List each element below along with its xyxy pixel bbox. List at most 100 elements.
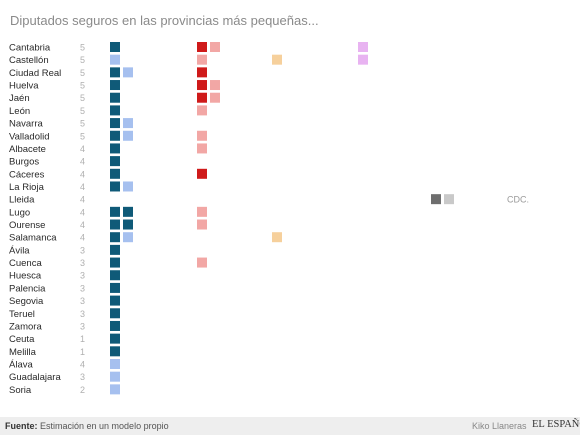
province-total: 3 (80, 283, 85, 293)
seat-square-navy (110, 270, 120, 281)
seat-square-red (197, 92, 207, 103)
seat-square-pink (210, 92, 220, 103)
province-total: 4 (80, 220, 85, 230)
province-row: Navarra 5 (9, 118, 133, 130)
seat-square-red (197, 80, 207, 91)
seat-square-pink (197, 54, 207, 65)
province-label: León (9, 106, 30, 117)
seat-square-navy (110, 282, 120, 293)
province-row: Burgos 4 (9, 156, 120, 168)
seat-square-navy (110, 181, 120, 192)
province-total: 5 (80, 81, 85, 91)
seat-square-darkgray (431, 194, 441, 205)
footer: Fuente: Estimación en un modelo propio K… (0, 417, 580, 435)
province-row: Jaén 5 (9, 92, 220, 104)
province-total: 3 (80, 258, 85, 268)
province-label: Melilla (9, 347, 37, 358)
province-total: 4 (80, 207, 85, 217)
province-row: Cantabria 5 (9, 42, 368, 54)
province-label: Teruel (9, 309, 35, 320)
province-row: Valladolid 5 (9, 130, 207, 142)
seat-square-navy (110, 206, 120, 217)
province-label: Ciudad Real (9, 68, 61, 79)
seat-square-navy (110, 333, 120, 344)
province-label: Guadalajara (9, 372, 61, 383)
seat-square-navy (110, 105, 120, 116)
province-total: 5 (80, 93, 85, 103)
province-row: Cuenca 3 (9, 257, 207, 269)
seat-square-navy (123, 206, 133, 217)
province-total: 3 (80, 372, 85, 382)
seat-square-navy (110, 320, 120, 331)
chart-title: Diputados seguros en las provincias más … (10, 13, 319, 28)
seat-square-red (197, 168, 207, 179)
province-row: Melilla 1 (9, 346, 120, 358)
province-row: Ceuta 1 (9, 333, 120, 345)
province-row: Palencia 3 (9, 282, 120, 294)
seat-square-navy (110, 346, 120, 357)
province-label: Ourense (9, 220, 45, 231)
province-label: La Rioja (9, 182, 45, 193)
province-label: Soria (9, 385, 32, 396)
footer-source: Fuente: Estimación en un modelo propio (5, 421, 169, 431)
province-row: Soria 2 (9, 384, 120, 396)
province-row: Teruel 3 (9, 308, 120, 320)
province-label: Ceuta (9, 334, 35, 345)
seat-square-navy (110, 42, 120, 52)
seat-square-navy (110, 118, 120, 129)
seat-square-pink (197, 206, 207, 217)
province-row: Ávila 3 (9, 244, 120, 256)
province-row: Segovia 3 (9, 295, 120, 307)
province-total: 3 (80, 321, 85, 331)
province-label: Segovia (9, 296, 44, 307)
seat-square-navy (110, 92, 120, 103)
province-row: Lleida 4 CDC. (9, 194, 529, 206)
province-row: Castellón 5 (9, 54, 368, 66)
province-total: 4 (80, 233, 85, 243)
seat-square-navy (110, 80, 120, 91)
province-total: 3 (80, 296, 85, 306)
seat-square-lightblue (123, 67, 133, 78)
province-label: Ávila (9, 245, 30, 256)
province-label: Castellón (9, 55, 49, 66)
seat-square-orange (272, 232, 282, 243)
province-label: Huelva (9, 81, 39, 92)
seat-square-lightblue (123, 130, 133, 141)
seat-square-lightgray (444, 194, 454, 205)
province-label: Lugo (9, 207, 30, 218)
province-label: Lleida (9, 195, 35, 206)
province-total: 5 (80, 106, 85, 116)
province-total: 4 (80, 182, 85, 192)
seat-square-pink (197, 105, 207, 116)
seat-square-lightblue (110, 371, 120, 382)
province-row: Salamanca 4 (9, 232, 282, 244)
province-total: 5 (80, 43, 85, 53)
province-total: 1 (80, 347, 85, 357)
province-label: Huesca (9, 271, 42, 282)
province-total: 4 (80, 157, 85, 167)
seat-square-navy (110, 156, 120, 167)
seat-square-navy (110, 219, 120, 230)
seat-square-lightblue (123, 118, 133, 129)
province-total: 1 (80, 334, 85, 344)
province-total: 4 (80, 360, 85, 370)
province-label: Zamora (9, 321, 42, 332)
province-total: 5 (80, 119, 85, 129)
seat-square-navy (110, 130, 120, 141)
source-label: Fuente: (5, 421, 38, 431)
seat-square-navy (110, 143, 120, 154)
seat-square-lightblue (110, 54, 120, 65)
seat-square-pink (197, 219, 207, 230)
seat-square-red (197, 42, 207, 52)
province-total: 5 (80, 131, 85, 141)
province-label: Navarra (9, 119, 44, 130)
footer-author: Kiko Llaneras (472, 421, 527, 431)
province-label: Salamanca (9, 233, 57, 244)
province-total: 4 (80, 144, 85, 154)
province-row: Guadalajara 3 (9, 371, 120, 383)
seat-square-navy (110, 295, 120, 306)
province-total: 4 (80, 195, 85, 205)
seat-square-pink (210, 42, 220, 52)
seat-square-navy (123, 219, 133, 230)
